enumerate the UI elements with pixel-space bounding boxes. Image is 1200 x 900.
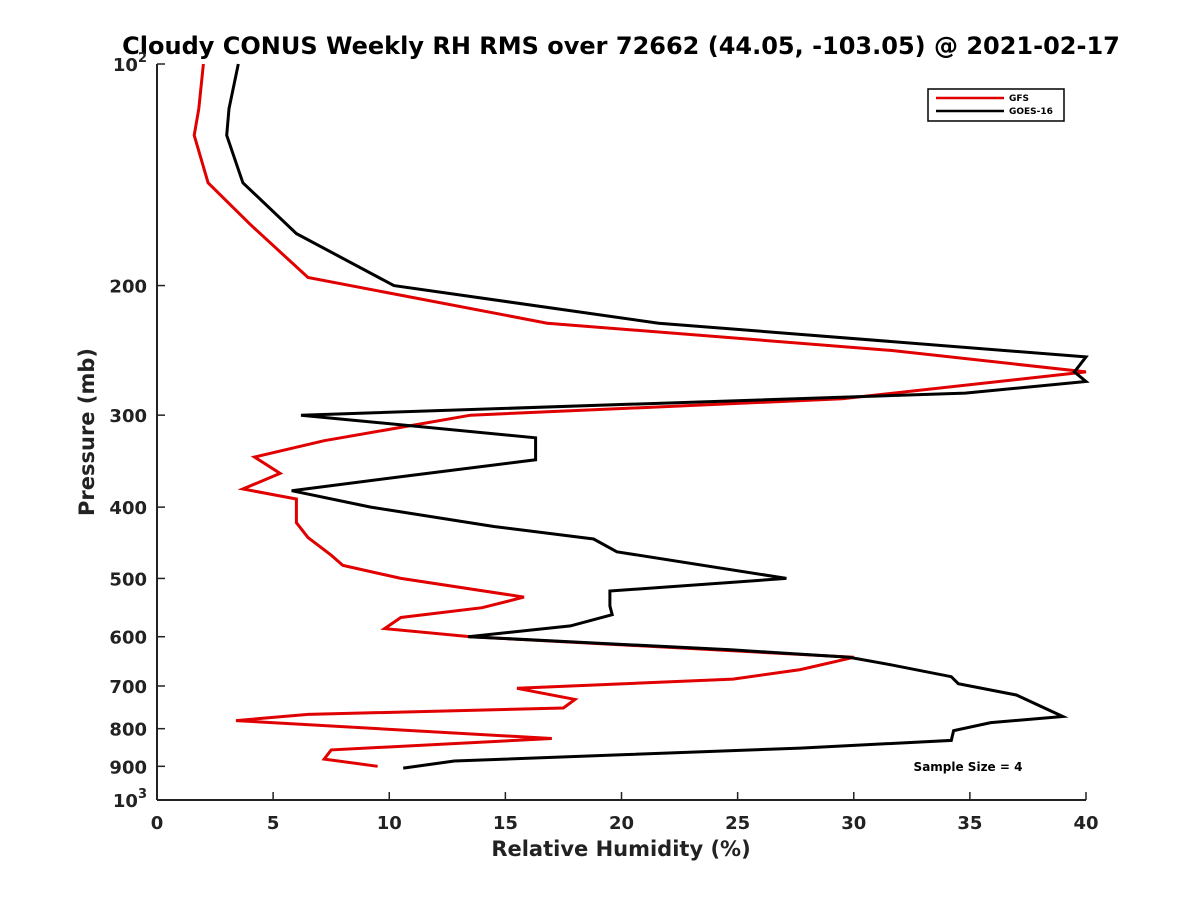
y-tick-label: 500 <box>109 569 147 590</box>
y-tick-label: 600 <box>109 628 147 649</box>
y-tick-label: 103 <box>113 787 147 812</box>
legend-label-gfs: GFS <box>1009 94 1029 104</box>
x-tick-label: 5 <box>267 813 280 834</box>
x-tick-label: 25 <box>725 813 750 834</box>
legend: GFS GOES-16 <box>927 88 1065 122</box>
legend-box <box>927 88 1065 122</box>
x-tick-label: 15 <box>493 813 518 834</box>
x-tick-label: 35 <box>957 813 982 834</box>
x-tick-label: 30 <box>841 813 866 834</box>
x-tick-label: 40 <box>1073 813 1098 834</box>
series-line-goes-16 <box>225 63 1090 770</box>
sample-size-annotation: Sample Size = 4 <box>914 760 1023 774</box>
legend-label-goes16: GOES-16 <box>1009 107 1053 117</box>
y-tick-label: 102 <box>113 51 147 76</box>
y-tick-label: 200 <box>109 277 147 298</box>
y-axis-label: Pressure (mb) <box>75 348 99 516</box>
series-line-gfs <box>192 63 1087 768</box>
series-layer <box>192 63 1090 770</box>
x-axis-label: Relative Humidity (%) <box>491 837 750 861</box>
y-tick-label: 400 <box>109 498 147 519</box>
plot-area <box>156 64 1086 801</box>
x-ticks: 0 5 10 15 20 25 30 35 40 <box>151 792 1099 834</box>
x-tick-label: 20 <box>609 813 634 834</box>
x-tick-label: 0 <box>151 813 164 834</box>
x-tick-label: 10 <box>377 813 402 834</box>
chart-title: Cloudy CONUS Weekly RH RMS over 72662 (4… <box>122 32 1120 60</box>
y-tick-label: 300 <box>109 406 147 427</box>
y-tick-label: 800 <box>109 720 147 741</box>
y-tick-label: 700 <box>109 677 147 698</box>
y-tick-label: 900 <box>109 757 147 778</box>
y-ticks: 102 200 300 400 500 600 700 800 900 103 <box>109 51 165 812</box>
